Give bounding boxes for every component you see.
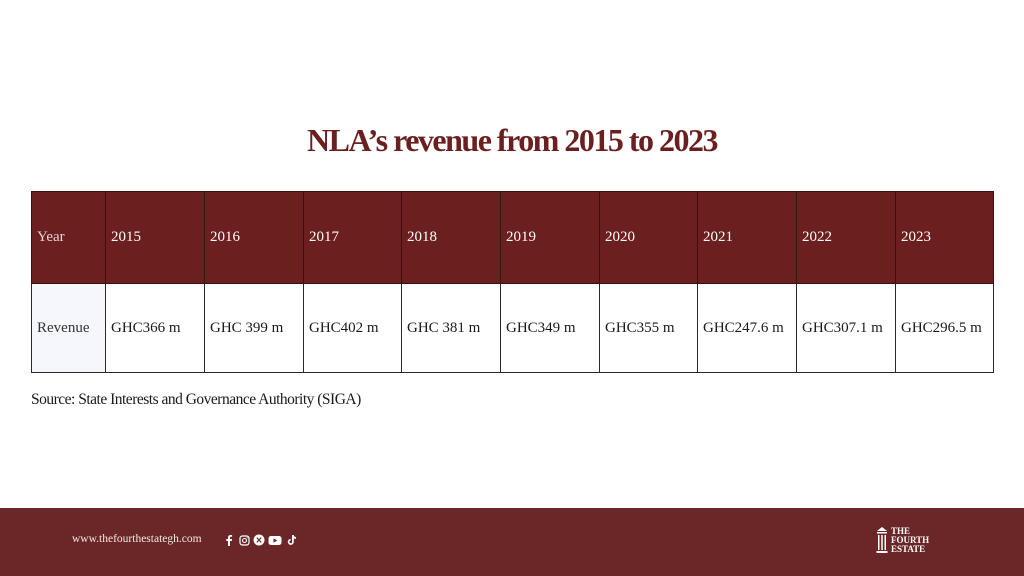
building-icon xyxy=(876,527,888,553)
brand-logo: THE FOURTH ESTATE xyxy=(876,525,929,555)
logo-word: FOURTH xyxy=(891,534,930,545)
header-cell: 2021 xyxy=(697,191,797,284)
table-cell: GHC 399 m xyxy=(204,283,304,373)
header-cell: 2020 xyxy=(599,191,698,284)
header-cell: 2015 xyxy=(105,191,205,284)
table-cell: GHC247.6 m xyxy=(697,283,797,373)
page-title: NLA’s revenue from 2015 to 2023 xyxy=(306,122,719,158)
revenue-table: Year 2015 2016 2017 2018 2019 2020 2021 … xyxy=(31,191,994,373)
logo-word: ESTATE xyxy=(891,543,926,554)
header-cell: 2019 xyxy=(500,191,600,284)
table-cell: GHC307.1 m xyxy=(796,283,896,373)
tiktok-icon[interactable] xyxy=(285,534,297,546)
facebook-icon[interactable] xyxy=(223,534,235,546)
header-cell: 2018 xyxy=(401,191,501,284)
header-cell: 2023 xyxy=(895,191,994,284)
instagram-icon[interactable] xyxy=(238,534,250,546)
source-note: Source: State Interests and Governance A… xyxy=(31,391,361,408)
header-cell: 2022 xyxy=(796,191,896,284)
table-cell: GHC402 m xyxy=(303,283,402,373)
website-link[interactable]: www.thefourthestategh.com xyxy=(72,533,202,545)
table-cell: GHC355 m xyxy=(599,283,698,373)
table-cell: GHC 381 m xyxy=(401,283,501,373)
x-icon[interactable] xyxy=(253,534,265,546)
logo-word: THE xyxy=(891,525,911,536)
table-row: Revenue GHC366 m GHC 399 m GHC402 m GHC … xyxy=(31,283,994,373)
footer-bar: www.thefourthestategh.com THE FOURTH xyxy=(0,508,1024,576)
header-cell: 2017 xyxy=(303,191,402,284)
row-label-cell: Revenue xyxy=(31,283,106,373)
social-icons xyxy=(223,534,297,546)
header-cell: 2016 xyxy=(204,191,304,284)
table-cell: GHC366 m xyxy=(105,283,205,373)
table-header-row: Year 2015 2016 2017 2018 2019 2020 2021 … xyxy=(31,191,994,284)
table-cell: GHC296.5 m xyxy=(895,283,994,373)
youtube-icon[interactable] xyxy=(268,534,282,546)
table-cell: GHC349 m xyxy=(500,283,600,373)
header-cell: Year xyxy=(31,191,106,284)
